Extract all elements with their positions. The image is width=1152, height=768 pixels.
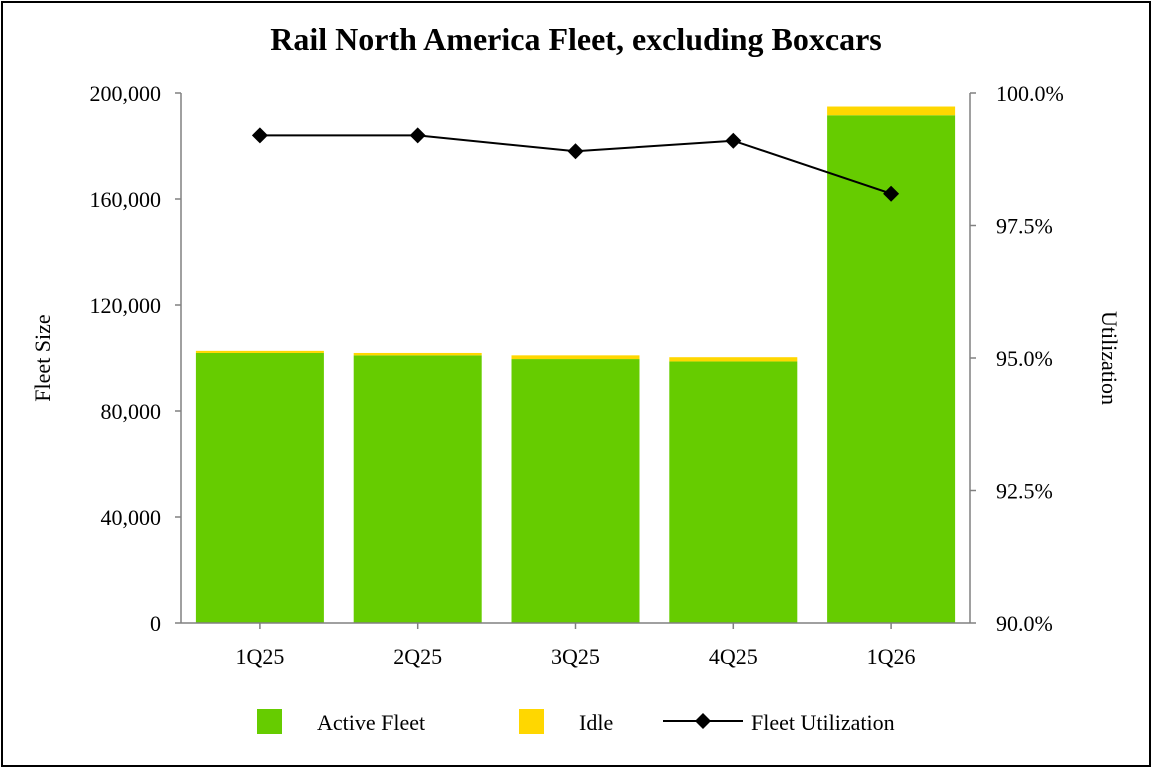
bar-active-fleet-1q25: [195, 352, 324, 623]
bar-idle-2q25: [353, 352, 482, 356]
chart-title: Rail North America Fleet, excluding Boxc…: [270, 21, 881, 57]
legend-label-fleet-utilization: Fleet Utilization: [751, 710, 895, 735]
y-tick-label-right: 90.0%: [996, 611, 1053, 636]
y-tick-label-right: 92.5%: [996, 479, 1053, 504]
y-tick-label-right: 97.5%: [996, 214, 1053, 239]
chart-svg: Rail North America Fleet, excluding Boxc…: [30, 21, 1122, 735]
bar-idle-4q25: [669, 357, 798, 362]
y-tick-label-left: 160,000: [90, 187, 162, 212]
y-tick-label-left: 80,000: [101, 399, 162, 424]
bar-idle-1q26: [827, 106, 956, 116]
bar-active-fleet-3q25: [511, 359, 640, 623]
bar-active-fleet-2q25: [353, 355, 482, 623]
y-tick-label-left: 200,000: [90, 81, 162, 106]
bar-idle-3q25: [511, 355, 640, 360]
legend-swatch-active-fleet: [257, 709, 282, 734]
legend: Active Fleet Idle Fleet Utilization: [257, 709, 895, 735]
y-tick-label-left: 120,000: [90, 293, 162, 318]
marker-fleet-utilization-4q25: [725, 132, 742, 149]
y-tick-label-right: 100.0%: [996, 81, 1064, 106]
x-tick-label-3q25: 3Q25: [551, 644, 600, 669]
y-tick-label-right: 95.0%: [996, 346, 1053, 371]
legend-label-active-fleet: Active Fleet: [317, 710, 425, 735]
x-tick-label-4q25: 4Q25: [709, 644, 758, 669]
x-tick-label-1q26: 1Q26: [867, 644, 916, 669]
y-tick-label-left: 0: [150, 611, 161, 636]
plot-area: 0 40,000 80,000 120,000 160,000 200,000 90.0% 9…: [30, 81, 1122, 669]
y-tick-label-left: 40,000: [101, 505, 162, 530]
bar-active-fleet-4q25: [669, 361, 798, 623]
y-axis-left-title: Fleet Size: [30, 314, 55, 401]
marker-fleet-utilization-3q25: [567, 143, 584, 160]
x-tick-label-2q25: 2Q25: [393, 644, 442, 669]
legend-marker-fleet-utilization: [695, 713, 711, 729]
legend-swatch-idle: [519, 709, 544, 734]
legend-label-idle: Idle: [579, 710, 613, 735]
marker-fleet-utilization-1q26: [883, 185, 900, 202]
marker-fleet-utilization-1q25: [251, 127, 268, 144]
y-axis-right-title: Utilization: [1097, 311, 1122, 405]
bar-idle-1q25: [195, 350, 324, 353]
x-tick-label-1q25: 1Q25: [235, 644, 284, 669]
marker-fleet-utilization-2q25: [409, 127, 426, 144]
